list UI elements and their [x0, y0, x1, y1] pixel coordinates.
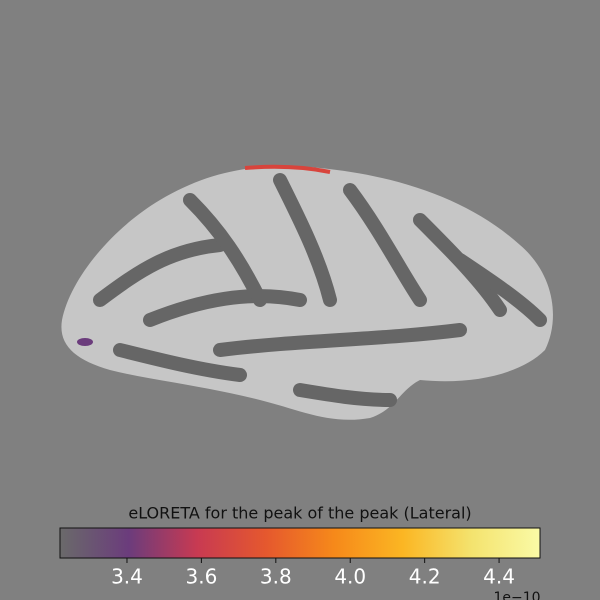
- x-tick-label: 3.6: [185, 565, 217, 589]
- offset-label: 1e−10: [493, 590, 540, 600]
- x-tick-label: 3.4: [111, 565, 143, 589]
- x-tick-label: 4.2: [409, 565, 441, 589]
- activation: [77, 338, 93, 346]
- brain: [61, 164, 553, 420]
- sulci: [93, 173, 547, 407]
- x-tick-label: 3.8: [260, 565, 292, 589]
- x-tick-label: 4.0: [334, 565, 366, 589]
- colorbar-title: eLORETA for the peak of the peak (Latera…: [128, 504, 471, 523]
- colorbar: [59, 527, 541, 559]
- x-tick-label: 4.4: [483, 565, 515, 589]
- activation: [244, 164, 331, 174]
